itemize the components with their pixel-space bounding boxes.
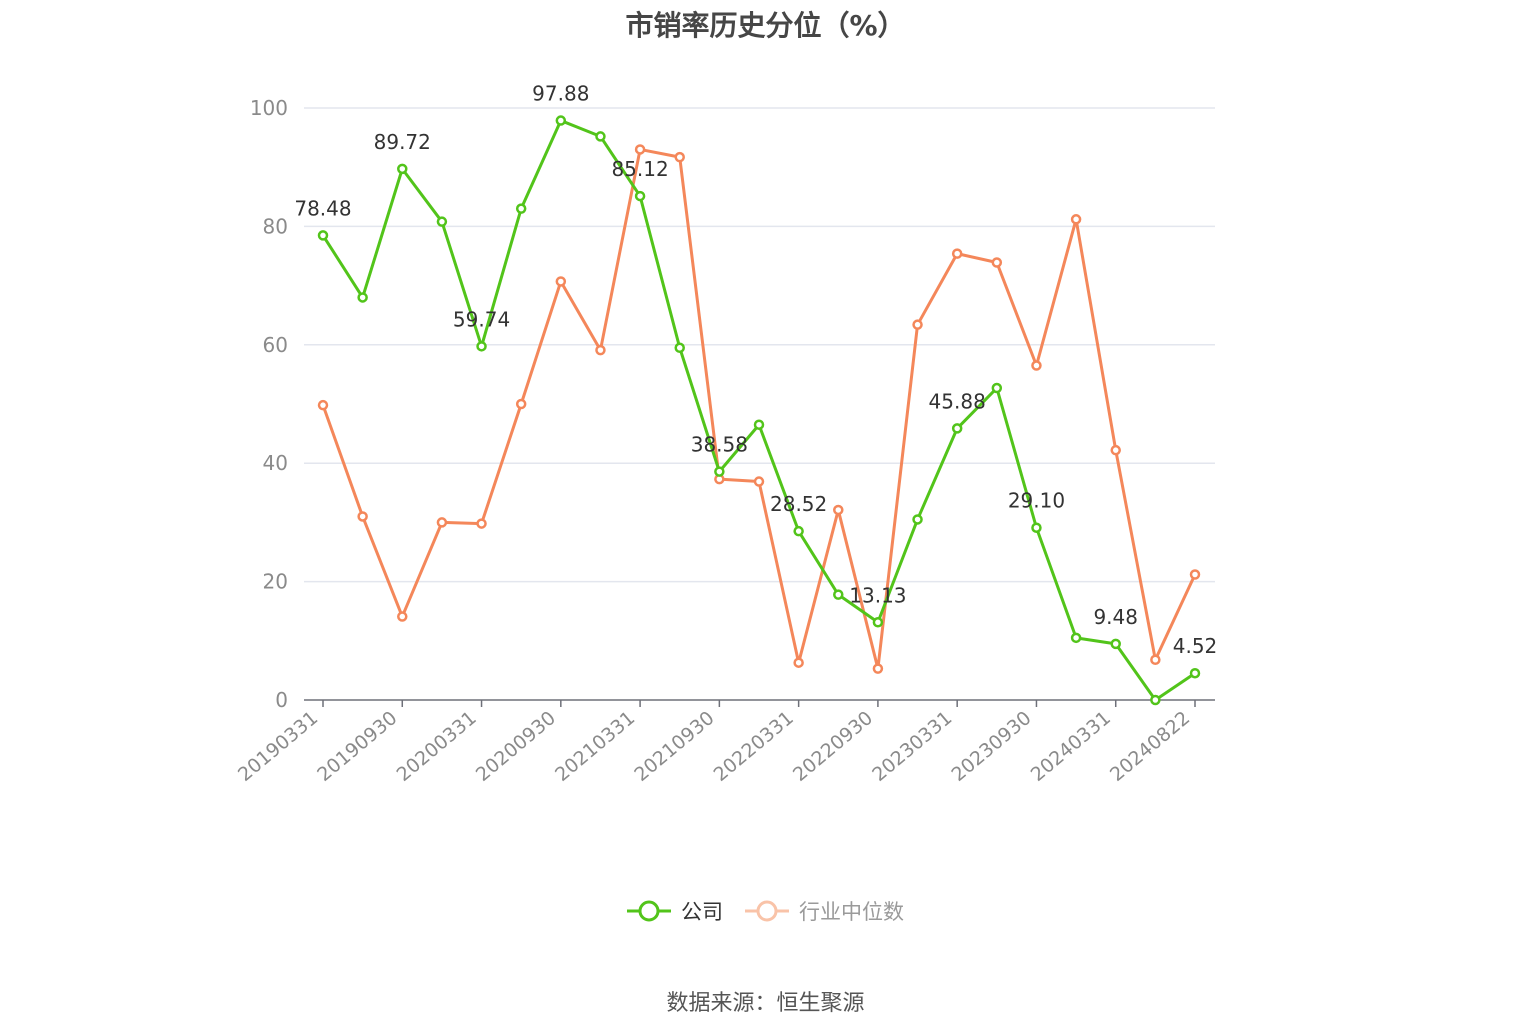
data-point-company — [1070, 632, 1082, 644]
data-point-company — [912, 514, 923, 525]
data-label: 59.74 — [453, 307, 510, 331]
data-point-industry — [793, 657, 804, 668]
grid-lines — [304, 107, 1215, 583]
data-label: 85.12 — [611, 157, 668, 181]
data-labels: 78.48 89.72 59.74 97.88 85.12 38.58 28.52 13.13… — [294, 82, 1217, 659]
y-tick-label: 40 — [263, 451, 288, 475]
data-label: 9.48 — [1093, 605, 1138, 629]
data-point-company — [317, 230, 329, 241]
data-point-industry — [951, 248, 963, 259]
x-tick-label: 20190930 — [313, 707, 401, 786]
x-tick-label: 20230331 — [868, 707, 956, 786]
data-label: 29.10 — [1008, 489, 1065, 513]
data-point-industry — [317, 399, 329, 411]
data-label: 89.72 — [374, 130, 431, 154]
data-label: 28.52 — [770, 492, 827, 516]
y-tick-label: 20 — [263, 570, 288, 594]
legend-label-industry: 行业中位数 — [799, 900, 904, 924]
data-point-industry — [753, 476, 765, 487]
data-point-industry — [595, 344, 606, 356]
x-tick-label: 20240822 — [1106, 707, 1194, 786]
legend-label-company: 公司 — [681, 900, 723, 924]
data-point-company — [833, 589, 844, 600]
x-tick-label: 20220331 — [710, 707, 798, 786]
data-point-industry — [833, 504, 844, 516]
data-point-company — [595, 131, 606, 142]
data-point-company — [397, 163, 408, 175]
data-point-company — [1031, 522, 1042, 533]
x-tick-label: 20200331 — [393, 707, 481, 786]
data-point-industry — [1150, 654, 1161, 665]
data-point-company — [357, 292, 368, 303]
data-point-industry — [1189, 569, 1201, 580]
x-tick-label: 20210331 — [551, 707, 639, 786]
data-point-industry — [397, 611, 408, 622]
x-axis: 2019033120190930202003312020093020210331… — [234, 699, 1215, 786]
data-point-company — [753, 419, 765, 430]
data-point-company — [951, 423, 963, 434]
x-tick-label: 20190331 — [234, 707, 322, 786]
data-label: 4.52 — [1173, 634, 1218, 658]
y-tick-label: 0 — [275, 688, 288, 712]
data-source-note: 数据来源：恒生聚源 — [666, 991, 865, 1016]
chart-title: 市销率历史分位（%） — [625, 9, 906, 42]
data-point-industry — [912, 319, 923, 330]
data-point-industry — [515, 398, 527, 410]
data-point-industry — [476, 518, 487, 529]
data-point-company — [515, 203, 527, 214]
data-point-industry — [555, 276, 567, 287]
data-point-company — [1110, 638, 1121, 650]
data-point-industry — [674, 151, 685, 163]
data-point-company — [872, 617, 884, 628]
x-tick-label: 20230930 — [947, 707, 1035, 786]
legend-line-circle-icon — [745, 900, 789, 922]
legend-item-industry[interactable]: 行业中位数 — [745, 896, 904, 926]
data-label: 45.88 — [929, 389, 986, 413]
data-label: 38.58 — [691, 433, 748, 457]
data-point-company — [793, 525, 804, 537]
y-tick-label: 60 — [263, 333, 288, 357]
data-point-industry — [436, 517, 448, 528]
data-point-company — [674, 342, 685, 354]
data-point-company — [555, 115, 567, 126]
series-line-industry — [321, 147, 1197, 671]
data-point-industry — [357, 511, 368, 522]
legend-line-circle-icon — [627, 900, 671, 922]
data-point-company — [634, 190, 646, 202]
data-point-industry — [1070, 214, 1082, 225]
data-point-company — [714, 466, 725, 477]
data-point-company — [1150, 694, 1161, 706]
data-label: 97.88 — [532, 82, 589, 106]
data-label: 78.48 — [294, 196, 351, 220]
data-point-industry — [991, 257, 1003, 268]
x-tick-label: 20240331 — [1027, 707, 1115, 786]
data-point-company — [991, 382, 1003, 394]
x-tick-label: 20210930 — [630, 707, 718, 786]
y-tick-label: 100 — [250, 96, 288, 120]
y-tick-label: 80 — [263, 214, 288, 238]
x-tick-label: 20220930 — [789, 707, 877, 786]
data-point-industry — [634, 144, 646, 155]
data-label: 13.13 — [849, 583, 906, 607]
legend-item-company[interactable]: 公司 — [627, 896, 723, 926]
data-point-industry — [872, 663, 884, 674]
data-point-industry — [1110, 444, 1121, 456]
data-point-company — [1189, 667, 1201, 679]
legend: 公司 行业中位数 — [0, 896, 1531, 926]
series-layer — [317, 115, 1201, 706]
x-tick-label: 20200930 — [472, 707, 560, 786]
data-point-company — [436, 216, 448, 227]
data-point-industry — [1031, 360, 1042, 371]
y-axis-ticks: 0 20 40 60 80 100 — [250, 96, 288, 712]
series-line-company — [321, 119, 1196, 702]
data-point-company — [476, 341, 487, 352]
